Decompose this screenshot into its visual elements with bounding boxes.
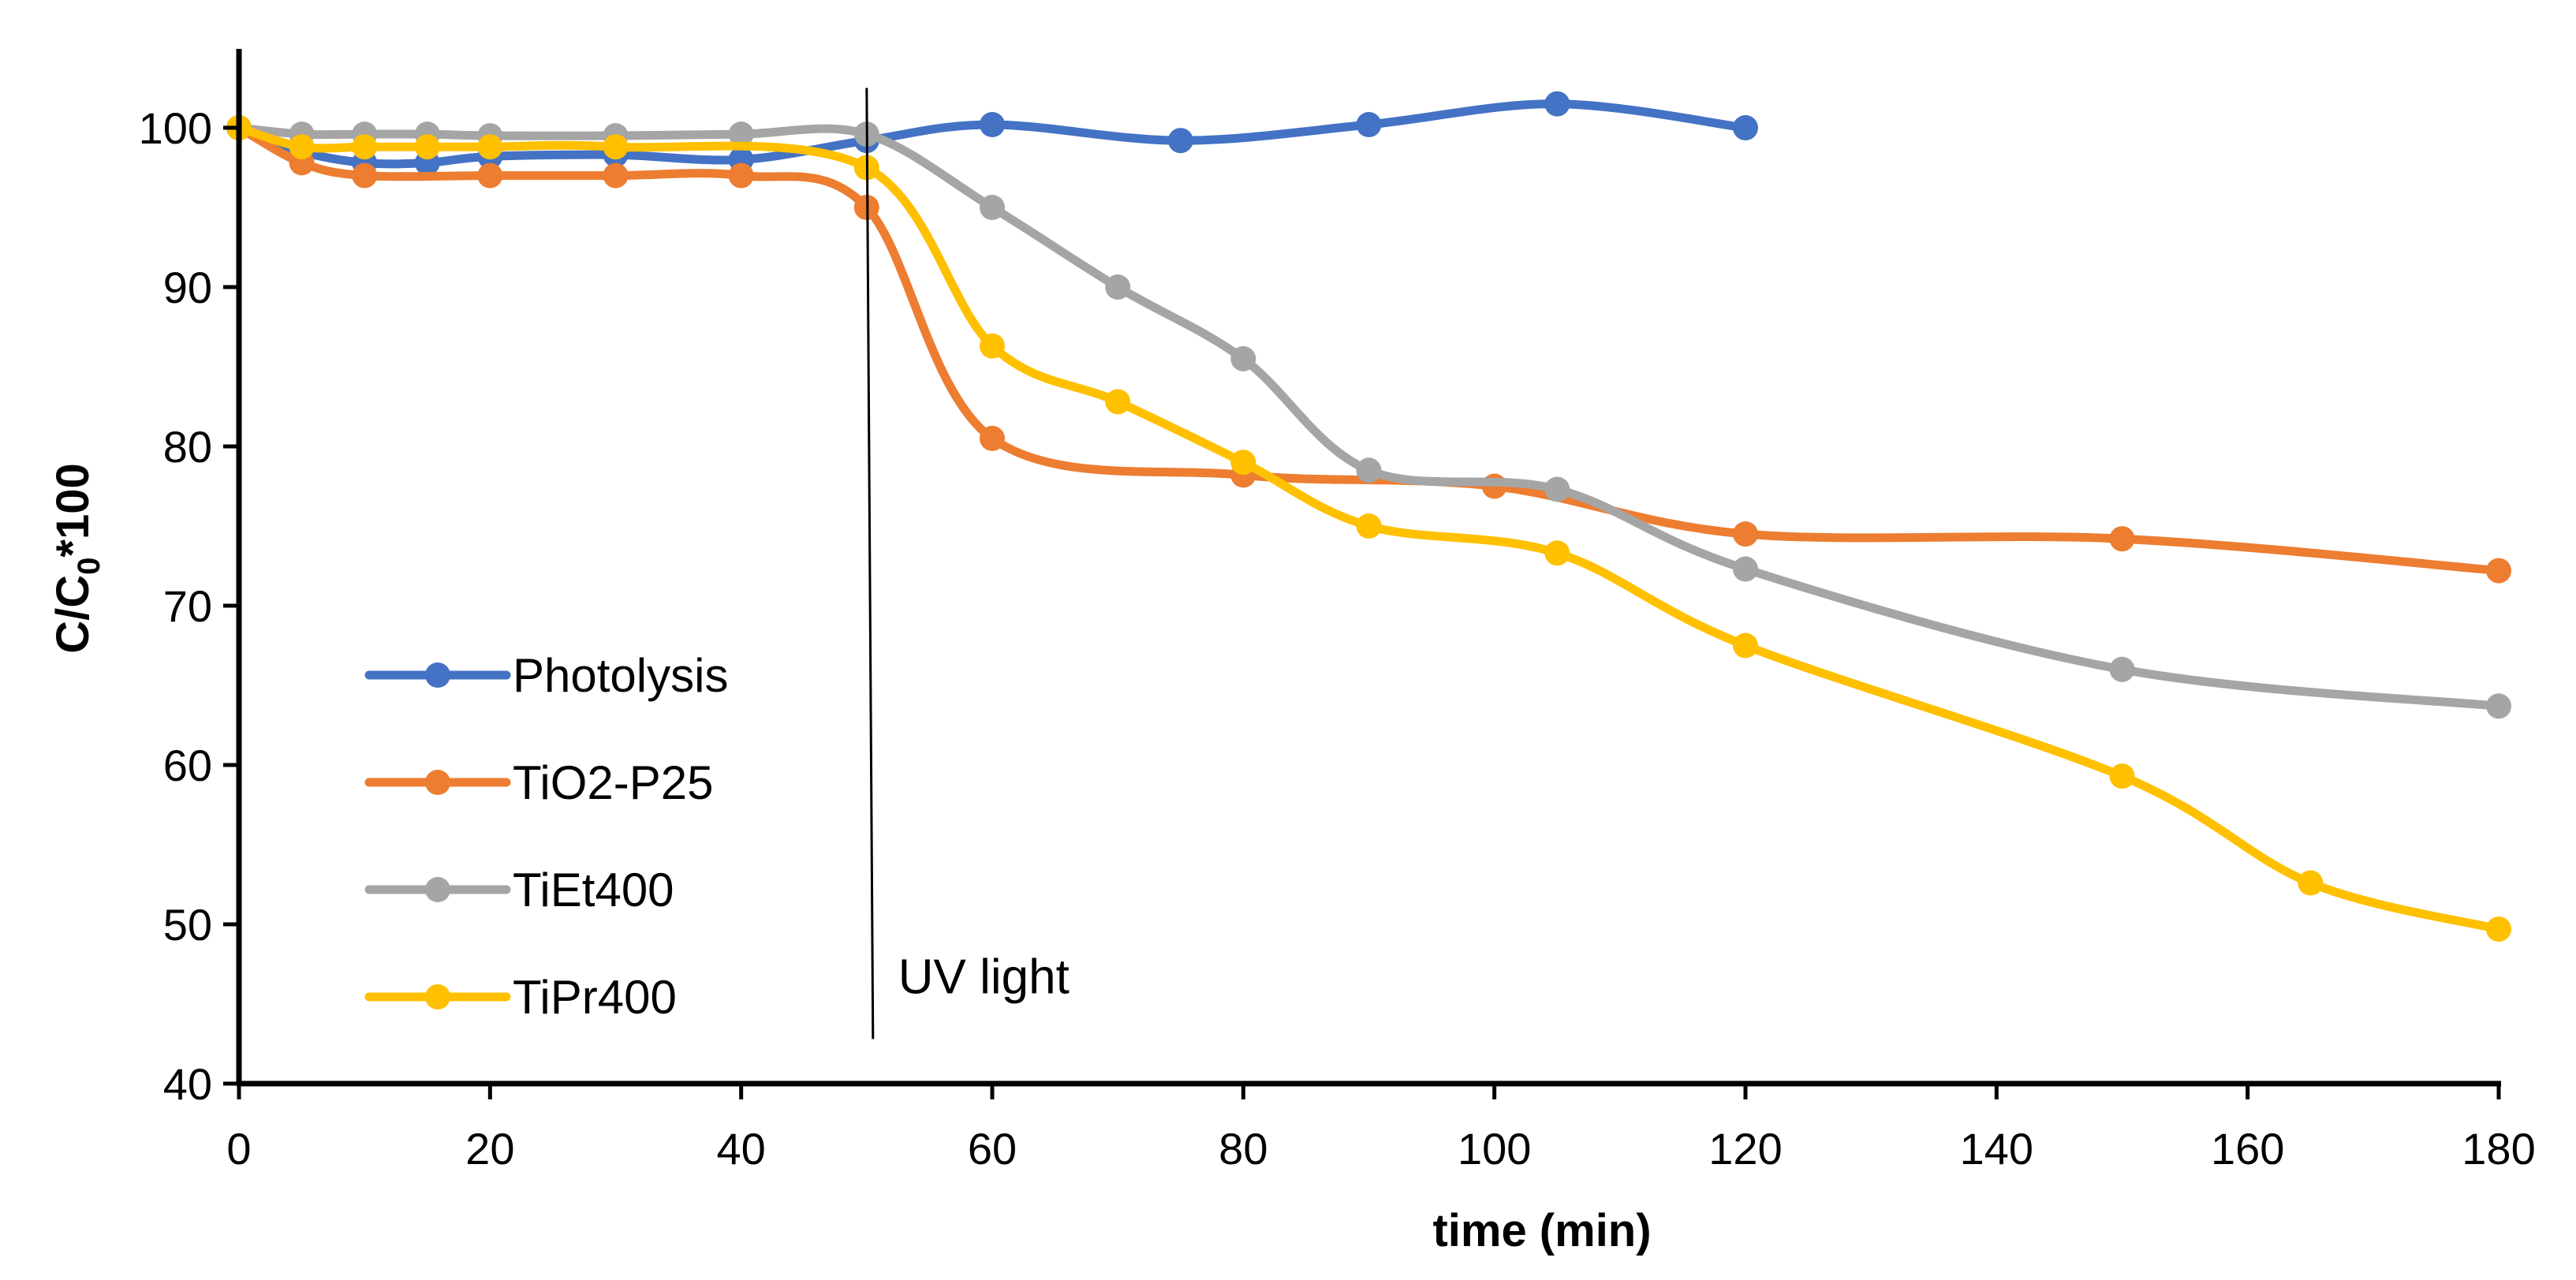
data-point bbox=[1733, 633, 1758, 659]
data-point bbox=[980, 112, 1005, 137]
y-axis-title-tail: *100 bbox=[47, 463, 99, 557]
data-point bbox=[2486, 693, 2511, 719]
legend-label: Photolysis bbox=[513, 649, 728, 702]
data-point bbox=[603, 134, 629, 160]
series-line bbox=[234, 123, 2503, 934]
series-line bbox=[234, 123, 2503, 711]
data-point bbox=[980, 425, 1005, 451]
data-point bbox=[1544, 540, 1570, 566]
annotation-layer: UV light bbox=[865, 88, 1070, 1039]
data-point bbox=[980, 333, 1005, 359]
y-axis-title-subscript: 0 bbox=[72, 558, 106, 575]
legend-swatch-marker bbox=[425, 662, 450, 688]
data-point bbox=[1105, 389, 1131, 415]
series-layer bbox=[226, 91, 2511, 942]
x-tick-label: 40 bbox=[717, 1124, 766, 1174]
data-point bbox=[2486, 558, 2511, 584]
legend-swatch-marker bbox=[425, 770, 450, 795]
data-point bbox=[1544, 91, 1570, 117]
legend-item: TiEt400 bbox=[364, 864, 674, 916]
x-tick-label: 20 bbox=[465, 1124, 514, 1174]
y-axis-title: C/C0*100 bbox=[47, 463, 106, 653]
data-point bbox=[1230, 450, 1256, 476]
legend-item: TiO2-P25 bbox=[364, 756, 714, 809]
axes bbox=[223, 49, 2501, 1099]
uv-light-label: UV light bbox=[898, 950, 1070, 1004]
x-tick-label: 80 bbox=[1219, 1124, 1267, 1174]
data-point bbox=[728, 121, 754, 147]
data-point bbox=[2298, 870, 2324, 896]
x-tick-label: 120 bbox=[1708, 1124, 1782, 1174]
y-tick-label: 90 bbox=[163, 263, 212, 312]
data-point bbox=[1356, 457, 1382, 483]
data-point bbox=[477, 134, 503, 160]
series-tio2-p25 bbox=[226, 115, 2511, 584]
data-point bbox=[2486, 916, 2511, 942]
data-point bbox=[289, 134, 315, 160]
series-tiet400 bbox=[226, 115, 2511, 719]
data-point bbox=[603, 162, 629, 188]
data-point bbox=[1733, 521, 1758, 547]
series-line bbox=[234, 123, 2503, 576]
data-point bbox=[980, 195, 1005, 220]
y-tick-label: 100 bbox=[139, 103, 212, 153]
x-axis-title: time (min) bbox=[1432, 1205, 1651, 1256]
uv-light-marker-line bbox=[865, 88, 875, 1039]
uv-light-annotation: UV light bbox=[865, 88, 1070, 1039]
data-point bbox=[1733, 556, 1758, 582]
data-point bbox=[352, 162, 378, 188]
legend-label: TiPr400 bbox=[513, 971, 677, 1024]
data-point bbox=[1167, 128, 1193, 154]
y-tick-label: 80 bbox=[163, 422, 212, 472]
legend: Photolysis TiO2-P25 TiEt400 TiPr400 bbox=[364, 649, 728, 1024]
y-tick-label: 70 bbox=[163, 581, 212, 631]
y-tick-label: 60 bbox=[163, 741, 212, 790]
y-tick-label: 40 bbox=[163, 1059, 212, 1109]
x-tick-label: 180 bbox=[2462, 1124, 2535, 1174]
data-point bbox=[1544, 476, 1570, 502]
legend-label: TiO2-P25 bbox=[513, 756, 714, 809]
data-point bbox=[2109, 526, 2135, 552]
data-point bbox=[477, 162, 503, 188]
legend-item: TiPr400 bbox=[364, 971, 677, 1024]
tick-labels: 40 50 60 70 80 90 100 0 20 40 60 80 100 120 140 160 180 bbox=[139, 103, 2536, 1174]
data-point bbox=[2109, 656, 2135, 682]
x-tick-label: 140 bbox=[1960, 1124, 2033, 1174]
data-point bbox=[1356, 112, 1382, 137]
data-point bbox=[728, 162, 754, 188]
series-tipr400 bbox=[226, 115, 2511, 942]
legend-swatch-marker bbox=[425, 984, 450, 1009]
data-point bbox=[2109, 763, 2135, 789]
x-tick-label: 100 bbox=[1458, 1124, 1531, 1174]
x-tick-label: 0 bbox=[226, 1124, 251, 1174]
legend-swatch-marker bbox=[425, 877, 450, 902]
data-point bbox=[1733, 115, 1758, 140]
data-point bbox=[352, 134, 378, 160]
data-point bbox=[1105, 274, 1131, 300]
legend-item: Photolysis bbox=[364, 649, 728, 702]
legend-label: TiEt400 bbox=[513, 864, 674, 916]
y-tick-label: 50 bbox=[163, 900, 212, 950]
data-point bbox=[1230, 345, 1256, 371]
x-tick-label: 160 bbox=[2211, 1124, 2284, 1174]
data-point bbox=[1356, 513, 1382, 539]
data-point bbox=[414, 134, 440, 160]
y-axis-title-main: C/C bbox=[47, 575, 99, 654]
x-tick-label: 60 bbox=[968, 1124, 1017, 1174]
